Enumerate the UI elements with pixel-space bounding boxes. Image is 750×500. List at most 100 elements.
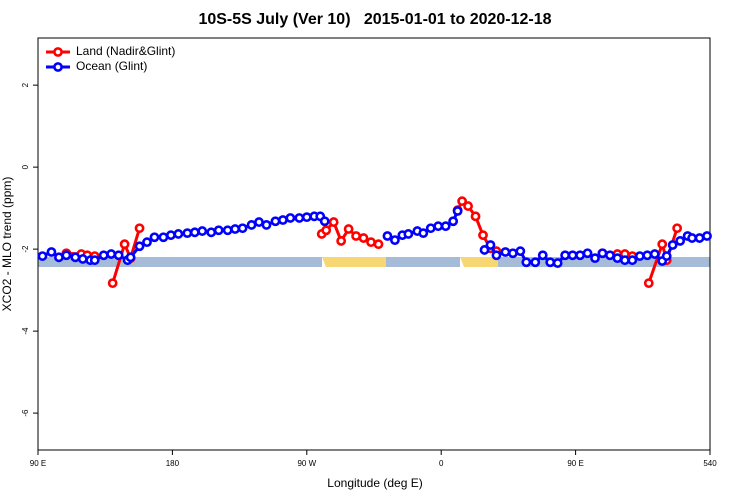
y-tick-label: -2 [21, 245, 30, 253]
point [619, 255, 630, 266]
point [328, 217, 339, 227]
point [418, 228, 429, 239]
point [567, 250, 578, 261]
point [343, 224, 354, 234]
point [537, 250, 548, 261]
point [597, 248, 608, 259]
plot-frame [37, 37, 711, 451]
y-tick-label: -4 [21, 327, 30, 335]
point [657, 239, 668, 250]
legend-label: Ocean (Glint) [76, 59, 147, 73]
point [478, 230, 488, 241]
point [433, 221, 444, 232]
point [672, 223, 683, 234]
point [560, 250, 571, 261]
point [149, 232, 160, 243]
point [366, 237, 376, 248]
point [254, 217, 264, 227]
point [46, 247, 57, 257]
point [37, 251, 48, 261]
point [77, 254, 88, 264]
point [403, 229, 414, 239]
point [125, 252, 136, 263]
point [702, 231, 712, 241]
y-tick-label: -6 [21, 409, 30, 417]
point [545, 257, 556, 268]
point [448, 216, 459, 227]
point [479, 245, 490, 255]
point [627, 255, 638, 266]
point [301, 212, 312, 223]
point [119, 239, 130, 250]
y-axis-label: XCO2 - MLO trend (ppm) [0, 177, 14, 312]
point [463, 201, 473, 211]
point [246, 220, 257, 230]
point [261, 220, 272, 230]
point [106, 249, 117, 259]
point [166, 230, 176, 241]
point [61, 250, 72, 261]
point [470, 211, 481, 222]
land-band [460, 257, 502, 267]
point [70, 252, 81, 263]
point [694, 233, 705, 243]
point [173, 229, 184, 239]
point [89, 255, 100, 266]
x-tick-label: 0 [439, 459, 444, 468]
point [552, 258, 563, 268]
point [491, 250, 502, 261]
point [605, 250, 615, 261]
point [206, 227, 217, 238]
point [134, 241, 145, 252]
point [440, 221, 451, 232]
point [270, 216, 281, 227]
point [521, 257, 532, 268]
point [612, 253, 623, 264]
point [582, 248, 593, 259]
ocean-band [38, 257, 322, 267]
legend-marker [53, 47, 63, 57]
point [237, 223, 248, 234]
point [222, 225, 233, 236]
point [197, 226, 208, 236]
legend-label: Land (Nadir&Glint) [76, 44, 175, 58]
point [107, 278, 118, 289]
point [358, 233, 369, 243]
point [278, 215, 288, 225]
y-tick-label: 2 [21, 82, 30, 87]
point [213, 225, 224, 236]
line [111, 227, 141, 284]
x-tick-label: 90 E [30, 459, 46, 468]
point [643, 278, 654, 289]
ocean-band [386, 257, 460, 267]
ocean-band [498, 257, 710, 267]
point [661, 251, 672, 261]
point [230, 224, 241, 234]
chart-title: 10S-5S July (Ver 10) 2015-01-01 to 2020-… [198, 11, 551, 28]
point [336, 236, 347, 246]
point [667, 240, 678, 250]
point [189, 227, 200, 238]
point [319, 216, 330, 227]
surface-band [38, 257, 710, 267]
point [634, 251, 645, 261]
point [485, 240, 496, 250]
point [575, 250, 585, 261]
point [182, 228, 193, 239]
point [294, 213, 305, 223]
point [351, 231, 361, 241]
point [285, 213, 296, 223]
point [642, 250, 653, 261]
point [507, 248, 518, 259]
point [457, 196, 468, 207]
land-band [322, 257, 390, 267]
x-tick-label: 90 W [297, 459, 316, 468]
point [500, 247, 511, 257]
point [649, 249, 660, 259]
point [390, 235, 400, 246]
x-tick-label: 180 [166, 459, 180, 468]
point [113, 250, 124, 261]
point [675, 236, 686, 246]
x-tick-label: 540 [703, 459, 717, 468]
